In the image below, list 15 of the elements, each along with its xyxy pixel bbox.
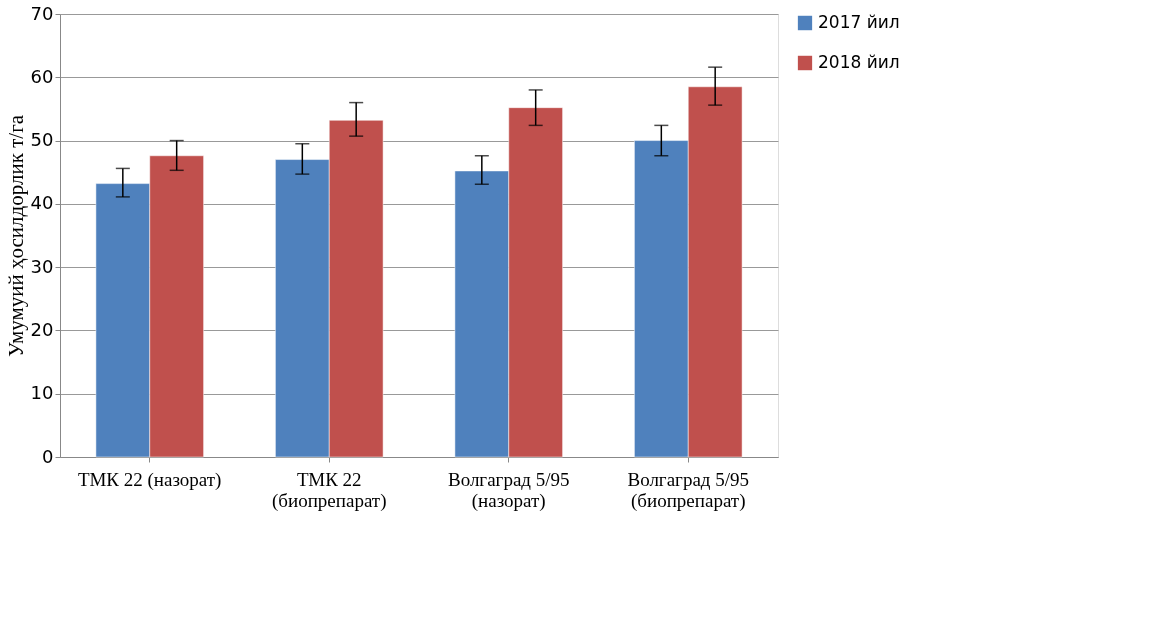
y-tick-label: 10 — [30, 382, 54, 404]
x-tick-label: ТМК 22 (назорат) — [78, 468, 222, 491]
legend-label: 2017 йил — [818, 12, 900, 32]
y-tick-label: 40 — [30, 192, 54, 214]
x-tick-label: Волгаград 5/95 (биопрепарат) — [627, 468, 750, 512]
y-tick-label: 70 — [30, 2, 54, 24]
y-tick-label: 30 — [30, 255, 54, 277]
y-axis-title: Умумуий ҳосилдорлик т/га — [3, 114, 28, 358]
legend-label: 2018 йил — [818, 52, 900, 72]
x-tick-label: ТМК 22 (биопрепарат) — [272, 468, 387, 512]
y-tick-label: 20 — [30, 318, 54, 340]
x-tick-label: Волгаград 5/95 (назорат) — [447, 468, 570, 512]
y-tick-label: 60 — [30, 65, 54, 87]
y-tick-label: 0 — [42, 445, 54, 467]
y-tick-label: 50 — [30, 129, 54, 151]
